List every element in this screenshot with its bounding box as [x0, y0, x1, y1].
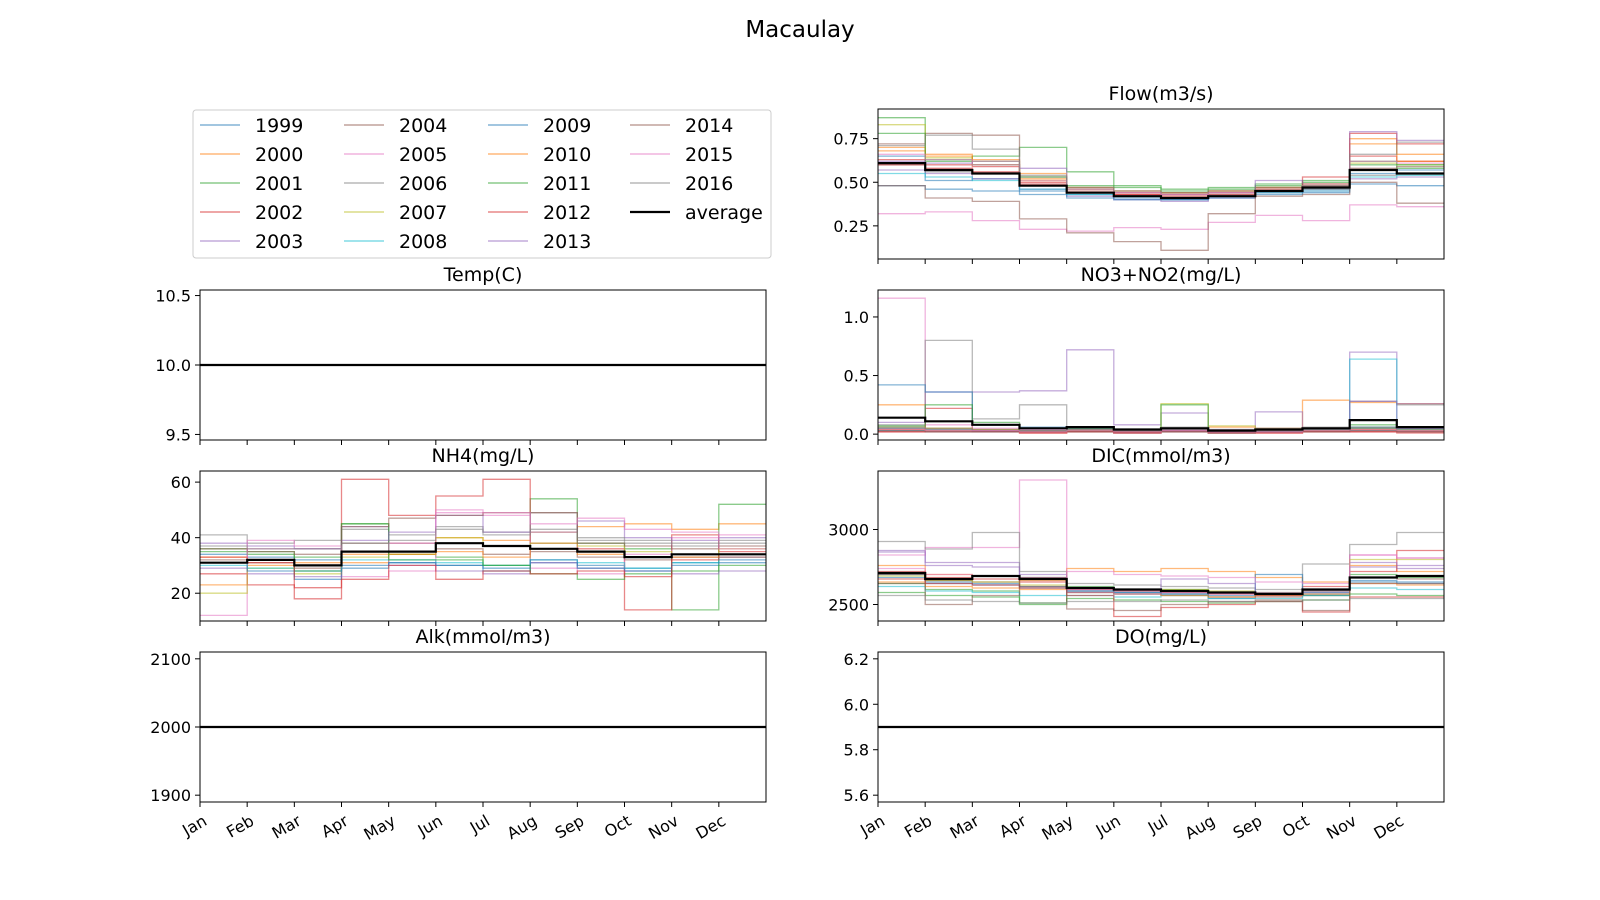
y-tick-label: 6.2 [844, 650, 869, 669]
series-line-average [200, 542, 766, 567]
legend-label-2012: 2012 [543, 202, 591, 224]
legend: 1999 2000 2001 2002 2003 2004 2005 2006 2007 2008… [192, 109, 772, 259]
legend-label-2014: 2014 [685, 115, 733, 137]
series-group [878, 117, 1444, 251]
y-tick-label: 9.5 [166, 425, 191, 444]
panel-title: NH4(mg/L) [432, 445, 535, 467]
series-group [878, 297, 1444, 434]
panel-title: Flow(m3/s) [1108, 83, 1213, 105]
y-tick-label: 0.75 [833, 130, 869, 149]
y-tick-label: 20 [171, 584, 191, 603]
legend-label-average: average [685, 202, 763, 224]
legend-label-2003: 2003 [255, 231, 303, 253]
series-line-2015 [200, 509, 766, 564]
legend-label-2008: 2008 [399, 231, 447, 253]
panel-temp-c: Temp(C) 9.5 10.0 10.5 [155, 264, 767, 445]
legend-label-2004: 2004 [399, 115, 447, 137]
y-tick-label: 60 [171, 473, 191, 492]
legend-label-2000: 2000 [255, 144, 303, 166]
legend-label-2010: 2010 [543, 144, 591, 166]
y-tick-label: 40 [171, 529, 191, 548]
series-line-2014 [878, 576, 1444, 612]
legend-label-2001: 2001 [255, 173, 303, 195]
panel-dic-mmol-m3: DIC(mmol/m3) 2500 3000 [828, 445, 1445, 626]
y-tick-label: 0.0 [844, 425, 869, 444]
y-tick-label: 0.5 [844, 367, 869, 386]
legend-label-2015: 2015 [685, 144, 733, 166]
legend-label-2002: 2002 [255, 202, 303, 224]
panel-title: Temp(C) [443, 264, 523, 286]
legend-label-2007: 2007 [399, 202, 447, 224]
y-tick-label: 5.6 [844, 786, 869, 805]
series-line-average [878, 571, 1444, 596]
y-tick-label: 2000 [150, 718, 191, 737]
y-tick-label: 10.0 [155, 356, 191, 375]
series-line-average [878, 416, 1444, 432]
legend-label-1999: 1999 [255, 115, 303, 137]
legend-frame [192, 109, 772, 259]
y-tick-label: 1900 [150, 786, 191, 805]
legend-label-2005: 2005 [399, 144, 447, 166]
legend-label-2016: 2016 [685, 173, 733, 195]
series-line-2005 [878, 204, 1444, 232]
series-line-2002 [200, 478, 766, 611]
series-line-2016 [878, 594, 1444, 604]
legend-label-2006: 2006 [399, 173, 447, 195]
panel-title: NO3+NO2(mg/L) [1081, 264, 1242, 286]
series-line-2016 [200, 528, 766, 550]
y-tick-label: 0.50 [833, 173, 869, 192]
series-line-2014 [200, 512, 766, 555]
y-tick-label: 10.5 [155, 287, 191, 306]
y-tick-label: 0.25 [833, 217, 869, 236]
y-tick-label: 2100 [150, 650, 191, 669]
legend-label-2009: 2009 [543, 115, 591, 137]
series-line-2012 [878, 578, 1444, 618]
panel-flow-m3-s: Flow(m3/s) 0.25 0.50 0.75 [833, 83, 1445, 264]
series-group [200, 478, 766, 617]
panel-title: DO(mg/L) [1115, 626, 1207, 648]
panel-no3-no2-mg-l: NO3+NO2(mg/L) 0.0 0.5 1.0 [844, 264, 1445, 445]
series-line-2014 [878, 181, 1444, 251]
legend-label-2011: 2011 [543, 173, 591, 195]
figure-title: Macaulay [745, 17, 854, 43]
series-group [878, 479, 1444, 618]
y-tick-label: 5.8 [844, 741, 869, 760]
legend-label-2013: 2013 [543, 231, 591, 253]
series-line-average [878, 162, 1444, 200]
panel-nh4-mg-l: NH4(mg/L) 20 40 60 [171, 445, 767, 626]
series-line-2012 [200, 556, 766, 589]
y-tick-label: 6.0 [844, 695, 869, 714]
y-tick-label: 3000 [828, 521, 869, 540]
y-tick-label: 1.0 [844, 308, 869, 327]
panel-title: DIC(mmol/m3) [1091, 445, 1230, 467]
y-tick-label: 2500 [828, 596, 869, 615]
panel-title: Alk(mmol/m3) [415, 626, 550, 648]
